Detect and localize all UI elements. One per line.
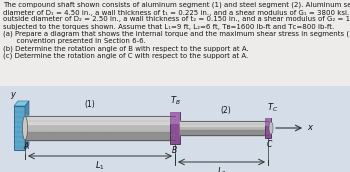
Polygon shape <box>14 101 29 106</box>
Polygon shape <box>14 106 25 150</box>
Text: outside diameter of D₂ = 2.50 in., a wall thickness of t₂ = 0.150 in., and a she: outside diameter of D₂ = 2.50 in., a wal… <box>3 16 350 22</box>
Text: (a) Prepare a diagram that shows the internal torque and the maximum shear stres: (a) Prepare a diagram that shows the int… <box>3 31 350 37</box>
Text: y: y <box>10 90 15 99</box>
Text: (b) Determine the rotation angle of B with respect to the support at A.: (b) Determine the rotation angle of B wi… <box>3 45 249 52</box>
Text: subjected to the torques shown. Assume that L₁=9 ft, L₂=6 ft, Tʙ=1600 lb-ft and : subjected to the torques shown. Assume t… <box>3 24 334 30</box>
Ellipse shape <box>22 116 28 140</box>
Polygon shape <box>170 112 180 124</box>
Polygon shape <box>265 118 271 126</box>
Polygon shape <box>25 101 29 150</box>
Text: The compound shaft shown consists of aluminum segment (1) and steel segment (2).: The compound shaft shown consists of alu… <box>3 2 350 8</box>
Text: (c) Determine the rotation angle of C with respect to the support at A.: (c) Determine the rotation angle of C wi… <box>3 52 248 59</box>
Text: diameter of D₁ = 4.50 in., a wall thickness of t₁ = 0.225 in., and a shear modul: diameter of D₁ = 4.50 in., a wall thickn… <box>3 9 350 16</box>
Text: C: C <box>266 140 272 149</box>
Text: (1): (1) <box>85 100 95 109</box>
Text: x: x <box>307 123 312 132</box>
FancyBboxPatch shape <box>0 86 350 172</box>
Ellipse shape <box>269 122 273 134</box>
Text: B: B <box>172 146 177 155</box>
Text: $T_C$: $T_C$ <box>267 101 279 114</box>
Polygon shape <box>265 118 271 138</box>
Text: A: A <box>23 142 29 151</box>
Polygon shape <box>170 112 180 144</box>
Text: convention presented in Section 6-6.: convention presented in Section 6-6. <box>3 38 146 44</box>
Text: $T_B$: $T_B$ <box>170 94 180 107</box>
Text: $L_2$: $L_2$ <box>217 165 226 172</box>
Text: (2): (2) <box>220 106 231 115</box>
Text: $L_1$: $L_1$ <box>95 159 105 171</box>
